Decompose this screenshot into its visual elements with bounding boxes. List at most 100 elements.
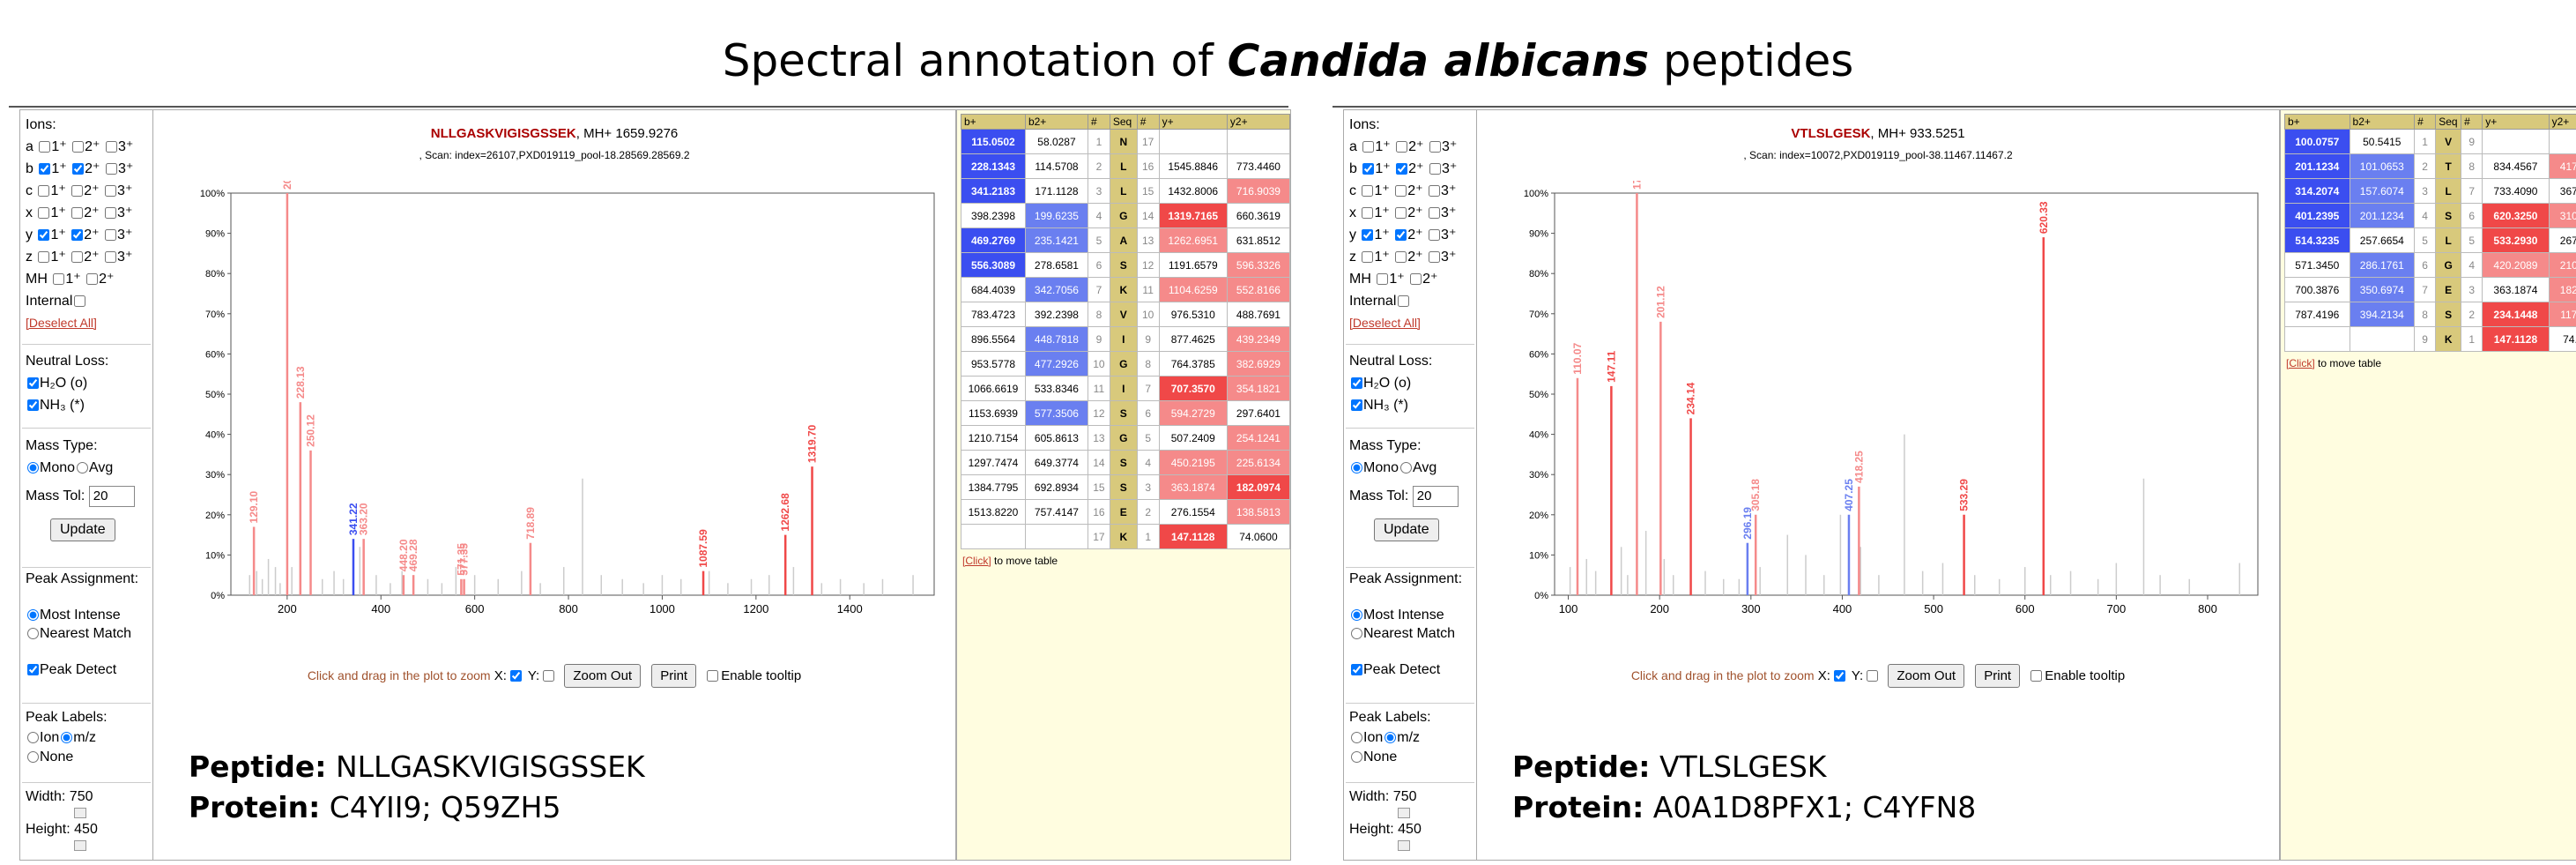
table-cell: E — [2435, 277, 2462, 302]
ion-c-charge3-checkbox[interactable] — [1429, 185, 1441, 197]
ion-b-charge1-checkbox[interactable] — [1362, 163, 1375, 175]
deselect-all-link[interactable]: [Deselect All] — [1349, 316, 1421, 330]
mass-tol-input[interactable] — [1412, 485, 1459, 507]
nearest-match-radio[interactable] — [1351, 628, 1362, 639]
none-label-radio[interactable] — [27, 751, 39, 763]
mh-charge2-checkbox[interactable] — [1410, 273, 1422, 285]
move-table-link[interactable]: [Click] — [2286, 357, 2315, 369]
most-intense-radio[interactable] — [27, 609, 39, 621]
peak-detect-checkbox[interactable] — [27, 664, 39, 675]
table-cell: 9 — [1087, 326, 1110, 352]
ion-a-charge2-checkbox[interactable] — [1396, 141, 1408, 153]
avg-radio[interactable] — [1400, 462, 1413, 474]
ion-y-charge3-checkbox[interactable] — [1429, 229, 1441, 241]
ion-y-charge2-checkbox[interactable] — [71, 229, 84, 241]
ion-b-charge3-checkbox[interactable] — [105, 163, 117, 175]
ion-z-charge3-checkbox[interactable] — [1429, 251, 1441, 263]
table-cell: 392.2398 — [1024, 302, 1088, 327]
mass-tol-input[interactable] — [88, 485, 135, 507]
nh3-loss-checkbox[interactable] — [1351, 399, 1362, 411]
zoom-out-button[interactable]: Zoom Out — [564, 664, 642, 688]
ion-z-charge3-checkbox[interactable] — [105, 251, 117, 263]
width-slider-handle[interactable] — [74, 808, 86, 818]
x-zoom-checkbox[interactable] — [1833, 670, 1845, 682]
ion-z-charge1-checkbox[interactable] — [1362, 251, 1374, 263]
mh-charge1-checkbox[interactable] — [1377, 273, 1389, 285]
zoom-out-button[interactable]: Zoom Out — [1888, 664, 1965, 688]
table-cell: 733.4090 — [2482, 178, 2550, 204]
table-cell — [1226, 129, 1291, 154]
fragment-ion-table[interactable]: b+ b2+ # Seq # y+ y2+ 115.0502 58.0287 1 N 17 228.13… — [961, 114, 1291, 549]
move-table-link[interactable]: [Click] — [962, 555, 991, 567]
mz-label-radio[interactable] — [61, 732, 73, 743]
ion-c-charge2-checkbox[interactable] — [71, 185, 84, 197]
mz-label-radio[interactable] — [1385, 732, 1397, 743]
none-label-radio[interactable] — [1351, 751, 1362, 763]
ion-label-radio[interactable] — [1351, 732, 1362, 743]
most-intense-radio[interactable] — [1351, 609, 1362, 621]
ion-a-charge1-checkbox[interactable] — [39, 141, 51, 153]
ion-z-charge2-checkbox[interactable] — [71, 251, 84, 263]
ion-a-charge1-checkbox[interactable] — [1362, 141, 1375, 153]
height-slider-handle[interactable] — [74, 840, 86, 851]
peak-detect-checkbox[interactable] — [1351, 664, 1362, 675]
enable-tooltip-checkbox[interactable] — [2030, 670, 2043, 682]
mono-radio[interactable] — [27, 462, 39, 474]
deselect-all-link[interactable]: [Deselect All] — [26, 316, 97, 330]
ion-x-charge3-checkbox[interactable] — [105, 207, 117, 219]
nearest-match-radio[interactable] — [27, 628, 39, 639]
ion-label-radio[interactable] — [27, 732, 39, 743]
update-button[interactable]: Update — [50, 518, 115, 541]
ion-y-charge2-checkbox[interactable] — [1395, 229, 1407, 241]
ion-a-charge3-checkbox[interactable] — [105, 141, 117, 153]
table-cell: 17 — [1087, 524, 1110, 549]
ion-c-charge1-checkbox[interactable] — [1362, 185, 1374, 197]
ion-b-charge3-checkbox[interactable] — [1429, 163, 1441, 175]
ion-x-charge2-checkbox[interactable] — [71, 207, 84, 219]
ion-z-charge2-checkbox[interactable] — [1395, 251, 1407, 263]
fragment-ion-table[interactable]: b+ b2+ # Seq # y+ y2+ 100.0757 50.5415 1 V 9 201.123… — [2284, 114, 2576, 352]
ion-z-charge1-checkbox[interactable] — [38, 251, 50, 263]
width-slider-handle[interactable] — [1398, 808, 1410, 818]
ion-row-y: y 1⁺ 2⁺ 3⁺ — [1349, 224, 1473, 246]
y-zoom-checkbox[interactable] — [1867, 670, 1879, 682]
avg-radio[interactable] — [77, 462, 89, 474]
mono-radio[interactable] — [1351, 462, 1362, 474]
internal-checkbox[interactable] — [74, 295, 86, 307]
mh-charge2-checkbox[interactable] — [86, 273, 99, 285]
y-tick-label: 70% — [1529, 309, 1548, 320]
ion-y-charge1-checkbox[interactable] — [38, 229, 50, 241]
print-button[interactable]: Print — [1975, 664, 2021, 688]
ion-a-charge3-checkbox[interactable] — [1429, 141, 1441, 153]
ion-x-charge2-checkbox[interactable] — [1395, 207, 1407, 219]
ion-y-charge1-checkbox[interactable] — [1362, 229, 1374, 241]
ion-c-charge1-checkbox[interactable] — [38, 185, 50, 197]
internal-checkbox[interactable] — [1398, 295, 1410, 307]
ion-x-charge3-checkbox[interactable] — [1429, 207, 1441, 219]
y-zoom-checkbox[interactable] — [543, 670, 555, 682]
nh3-loss-checkbox[interactable] — [27, 399, 39, 411]
ion-b-charge2-checkbox[interactable] — [72, 163, 85, 175]
x-zoom-checkbox[interactable] — [509, 670, 522, 682]
ion-a-charge2-checkbox[interactable] — [72, 141, 85, 153]
ion-x-charge1-checkbox[interactable] — [38, 207, 50, 219]
update-button[interactable]: Update — [1374, 518, 1439, 541]
print-button[interactable]: Print — [651, 664, 697, 688]
ion-c-charge3-checkbox[interactable] — [105, 185, 117, 197]
height-slider-handle[interactable] — [1398, 840, 1410, 851]
mh-charge1-checkbox[interactable] — [53, 273, 65, 285]
enable-tooltip-checkbox[interactable] — [707, 670, 719, 682]
ion-c-charge2-checkbox[interactable] — [1395, 185, 1407, 197]
spectrum-chart[interactable]: 0% 10% 20% 30% 40% 50% 60% 70% 80% 90% 100% 200 400 6… — [196, 181, 952, 639]
ion-x-charge1-checkbox[interactable] — [1362, 207, 1374, 219]
h2o-loss-checkbox[interactable] — [1351, 377, 1362, 389]
height-label: Height: 450 — [26, 822, 98, 837]
most-intense-label: Most Intense — [1363, 608, 1444, 623]
spectrum-chart[interactable]: 0% 10% 20% 30% 40% 50% 60% 70% 80% 90% 100% 100 200 3… — [1519, 181, 2275, 639]
ion-b-charge2-checkbox[interactable] — [1396, 163, 1408, 175]
h2o-loss-checkbox[interactable] — [27, 377, 39, 389]
ion-y-charge3-checkbox[interactable] — [105, 229, 117, 241]
table-row: 398.2398 199.6235 4 G 14 1319.7165 660.3619 — [961, 203, 1291, 228]
ion-b-charge1-checkbox[interactable] — [39, 163, 51, 175]
